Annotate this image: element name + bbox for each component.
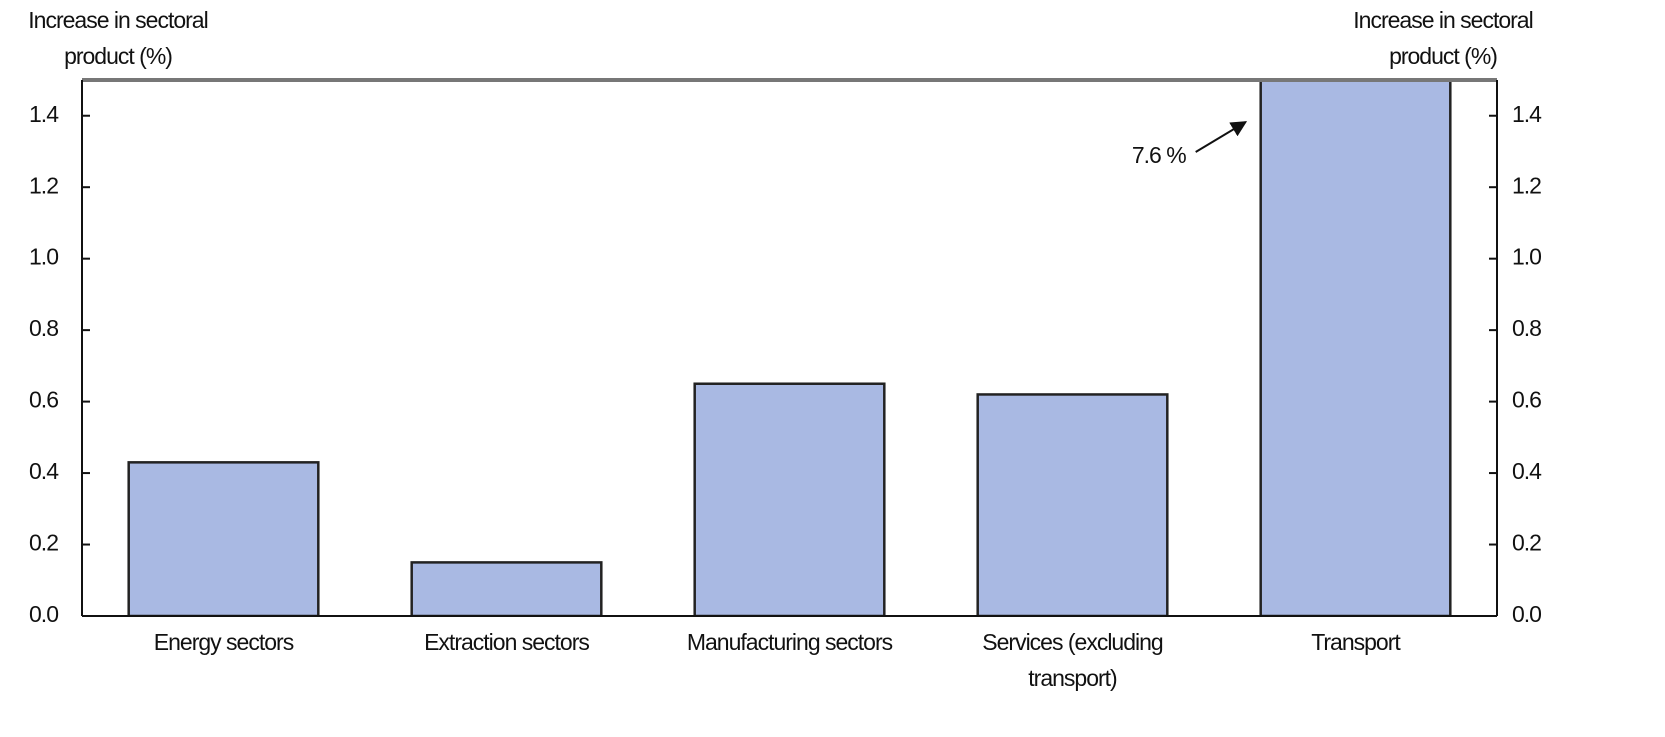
bar [976,393,1169,616]
value-label: 7.6 % [1132,142,1186,168]
plot-area [127,80,1452,616]
y2-tick-label: 1.4 [1512,101,1542,127]
x-tick-label: Energy sectors [153,629,294,655]
y-tick-label: 0.0 [29,601,58,627]
y-axis-label: Increase in sectoral product (%) [28,7,208,69]
y2-tick-label: 0.8 [1512,315,1541,341]
y-tick-label: 0.6 [29,387,58,413]
bar [1259,80,1452,616]
y2-tick-label: 1.2 [1512,172,1541,198]
x-tick-label: Services (excluding transport) [982,629,1163,691]
bar [410,561,603,616]
y-tick-label: 0.2 [29,530,58,556]
y-tick-label: 0.8 [29,315,58,341]
annotation-arrow [1195,121,1248,153]
y-tick-label: 1.2 [29,172,58,198]
y2-tick-label: 0.0 [1512,601,1541,627]
y2-tick-label: 0.6 [1512,387,1541,413]
y-tick-label: 1.4 [29,101,59,127]
x-tick-label: Extraction sectors [424,629,590,655]
y-tick-label: 0.4 [29,458,59,484]
bar [127,461,320,616]
y2-tick-label: 1.0 [1512,244,1541,270]
y2-axis-label: Increase in sectoral product (%) [1353,7,1533,69]
bar [693,382,886,616]
y2-tick-label: 0.2 [1512,530,1541,556]
y-tick-label: 1.0 [29,244,58,270]
x-tick-label: Manufacturing sectors [686,629,893,655]
x-tick-label: Transport [1311,629,1401,655]
y2-tick-label: 0.4 [1512,458,1542,484]
